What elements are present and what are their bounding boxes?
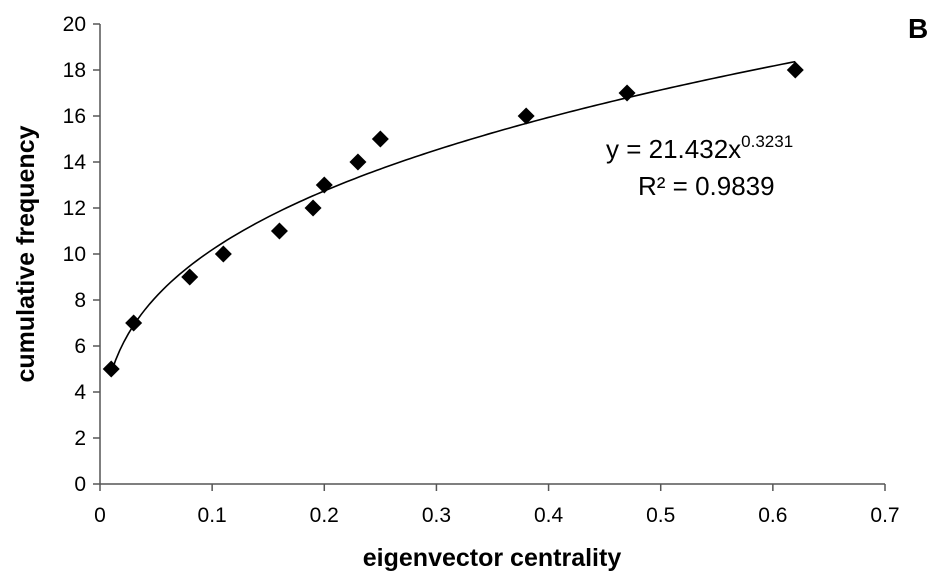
- r-squared-label: R² = 0.9839: [638, 171, 775, 201]
- y-axis-title: cumulative frequency: [12, 125, 40, 382]
- x-tick-label: 0.6: [758, 504, 787, 527]
- y-tick-label: 4: [74, 381, 86, 404]
- y-tick-label: 8: [74, 289, 86, 312]
- data-point: [214, 245, 232, 263]
- data-point: [349, 153, 367, 171]
- y-tick-label: 14: [63, 151, 87, 174]
- data-point: [181, 268, 199, 286]
- equation-base: y = 21.432x: [606, 134, 741, 164]
- data-point: [102, 360, 120, 378]
- x-tick-label: 0.2: [310, 504, 339, 527]
- x-tick-label: 0.7: [870, 504, 899, 527]
- y-tick-label: 18: [63, 59, 86, 82]
- data-point: [315, 176, 333, 194]
- data-point: [371, 130, 389, 148]
- data-point: [517, 107, 535, 125]
- data-point: [125, 314, 143, 332]
- x-ticks: 0 0.1 0.2 0.3 0.4 0.5 0.6 0.7: [94, 484, 900, 527]
- y-ticks: 0 2 4 6 8 10 12 14 16 18 20: [63, 13, 100, 496]
- y-tick-label: 2: [74, 427, 86, 450]
- panel-label: B: [908, 13, 928, 44]
- y-tick-label: 16: [63, 105, 86, 128]
- data-point: [786, 61, 804, 79]
- x-tick-label: 0: [94, 504, 106, 527]
- x-tick-label: 0.3: [422, 504, 451, 527]
- data-points: [102, 61, 804, 378]
- power-trendline: [110, 60, 796, 373]
- data-point: [304, 199, 322, 217]
- x-tick-label: 0.5: [646, 504, 675, 527]
- y-tick-label: 6: [74, 335, 86, 358]
- data-point: [618, 84, 636, 102]
- equation-exponent: 0.3231: [741, 132, 793, 151]
- y-tick-label: 20: [63, 13, 86, 36]
- y-tick-label: 0: [74, 473, 86, 496]
- y-tick-label: 10: [63, 243, 86, 266]
- trendline-equation: y = 21.432x0.3231: [606, 132, 793, 164]
- x-tick-label: 0.4: [534, 504, 564, 527]
- x-tick-label: 0.1: [198, 504, 227, 527]
- data-point: [270, 222, 288, 240]
- x-axis-title: eigenvector centrality: [363, 544, 622, 572]
- y-tick-label: 12: [63, 197, 86, 220]
